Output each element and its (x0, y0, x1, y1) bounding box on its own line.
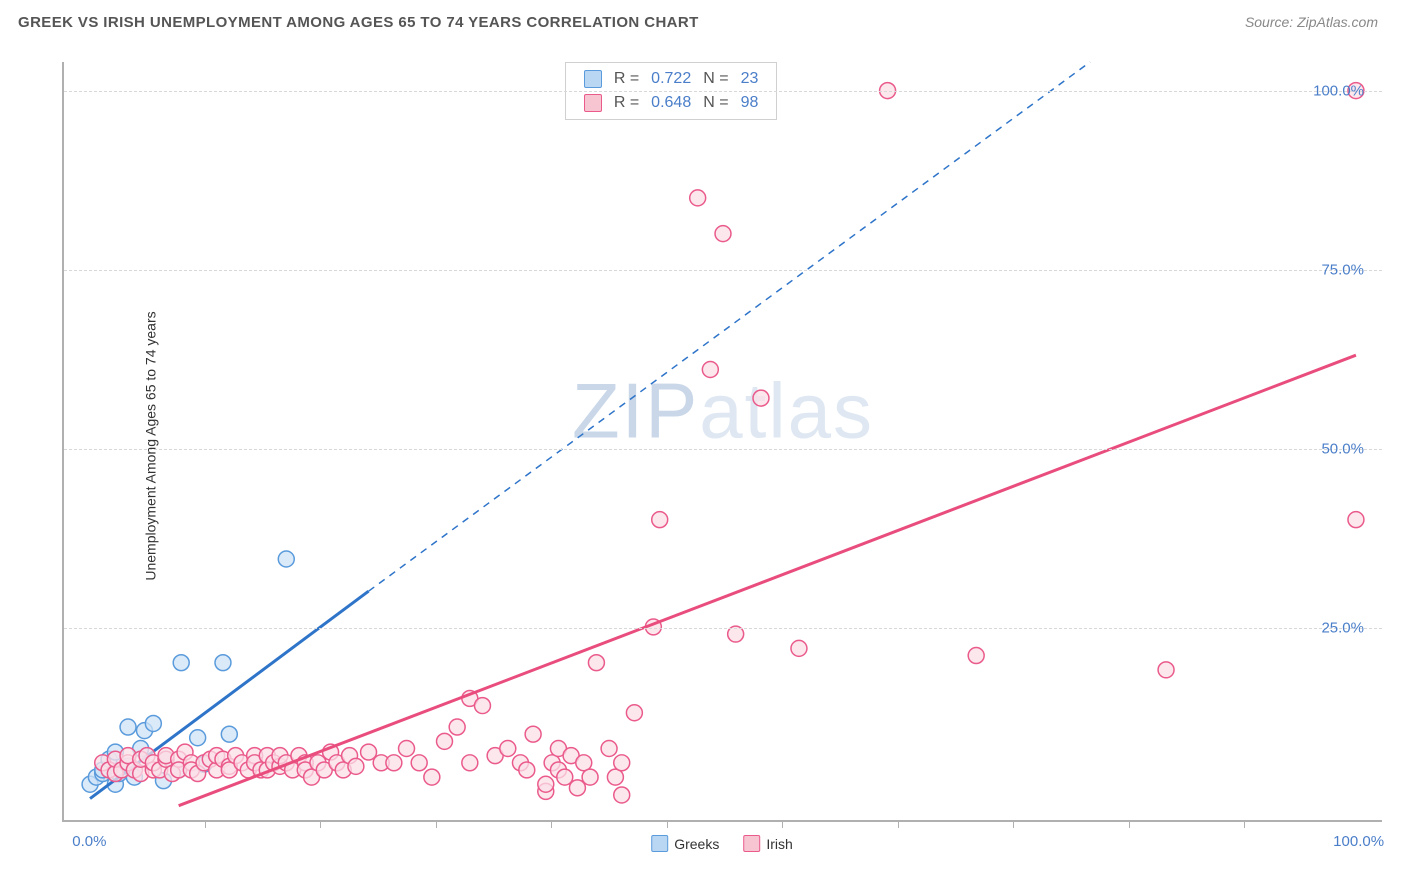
x-tick-mark (667, 820, 668, 828)
data-point (348, 758, 364, 774)
x-tick-mark (205, 820, 206, 828)
data-point (1348, 512, 1364, 528)
data-point (462, 755, 478, 771)
x-tick-mark (898, 820, 899, 828)
data-point (968, 648, 984, 664)
data-point (791, 640, 807, 656)
legend-item-irish: Irish (743, 835, 792, 852)
y-tick-label: 75.0% (1321, 261, 1364, 278)
data-point (702, 362, 718, 378)
data-point (424, 769, 440, 785)
trendline (179, 355, 1356, 806)
data-point (519, 762, 535, 778)
stat-swatch-greeks (584, 70, 602, 88)
legend-swatch-greeks (651, 835, 668, 852)
source-attribution: Source: ZipAtlas.com (1245, 14, 1378, 30)
plot-region: ZIPatlas R = 0.722 N = 23 R = 0.648 N = … (62, 62, 1382, 822)
trendline-extrapolated (369, 62, 1091, 591)
stat-R-label: R = (614, 70, 639, 88)
chart-area: ZIPatlas R = 0.722 N = 23 R = 0.648 N = … (62, 62, 1382, 822)
data-point (475, 698, 491, 714)
data-point (221, 726, 237, 742)
stat-N-irish: 98 (741, 94, 759, 112)
data-point (614, 755, 630, 771)
data-point (437, 733, 453, 749)
data-point (145, 715, 161, 731)
data-point (215, 655, 231, 671)
data-point (500, 741, 516, 757)
data-point (753, 390, 769, 406)
data-point (601, 741, 617, 757)
source-name: ZipAtlas.com (1297, 14, 1378, 30)
legend-item-greeks: Greeks (651, 835, 719, 852)
gridline (64, 628, 1382, 629)
data-point (361, 744, 377, 760)
y-tick-label: 100.0% (1313, 82, 1364, 99)
chart-svg (64, 62, 1382, 820)
legend-label-irish: Irish (766, 836, 792, 852)
series-legend: Greeks Irish (651, 835, 793, 852)
y-tick-label: 25.0% (1321, 620, 1364, 637)
data-point (569, 780, 585, 796)
stat-N-label: N = (703, 94, 728, 112)
stat-R-irish: 0.648 (651, 94, 691, 112)
x-tick-label: 100.0% (1333, 833, 1384, 850)
data-point (652, 512, 668, 528)
x-tick-mark (551, 820, 552, 828)
x-tick-mark (1244, 820, 1245, 828)
legend-swatch-irish (743, 835, 760, 852)
data-point (690, 190, 706, 206)
data-point (411, 755, 427, 771)
stat-swatch-irish (584, 94, 602, 112)
stat-row-greeks: R = 0.722 N = 23 (566, 67, 777, 91)
stat-row-irish: R = 0.648 N = 98 (566, 91, 777, 115)
data-point (525, 726, 541, 742)
data-point (173, 655, 189, 671)
y-tick-label: 50.0% (1321, 441, 1364, 458)
data-point (607, 769, 623, 785)
legend-label-greeks: Greeks (674, 836, 719, 852)
data-point (1158, 662, 1174, 678)
data-point (449, 719, 465, 735)
stat-R-label: R = (614, 94, 639, 112)
chart-title: GREEK VS IRISH UNEMPLOYMENT AMONG AGES 6… (18, 14, 699, 31)
data-point (399, 741, 415, 757)
stat-N-label: N = (703, 70, 728, 88)
gridline (64, 449, 1382, 450)
data-point (190, 730, 206, 746)
data-point (557, 769, 573, 785)
x-tick-mark (1129, 820, 1130, 828)
stat-R-greeks: 0.722 (651, 70, 691, 88)
x-tick-mark (1013, 820, 1014, 828)
data-point (614, 787, 630, 803)
data-point (576, 755, 592, 771)
stat-N-greeks: 23 (741, 70, 759, 88)
data-point (386, 755, 402, 771)
data-point (582, 769, 598, 785)
x-tick-mark (436, 820, 437, 828)
data-point (278, 551, 294, 567)
data-point (120, 719, 136, 735)
gridline (64, 91, 1382, 92)
data-point (626, 705, 642, 721)
x-tick-mark (320, 820, 321, 828)
data-point (588, 655, 604, 671)
data-point (538, 776, 554, 792)
x-tick-mark (782, 820, 783, 828)
gridline (64, 270, 1382, 271)
x-tick-label: 0.0% (72, 833, 106, 850)
data-point (715, 226, 731, 242)
source-prefix: Source: (1245, 14, 1297, 30)
